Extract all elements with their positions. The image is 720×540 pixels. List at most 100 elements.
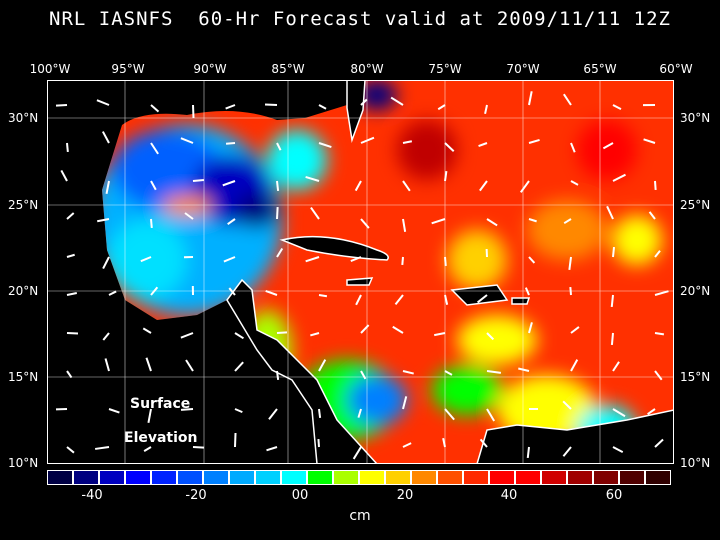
current-arrow — [519, 180, 530, 193]
current-arrow — [486, 408, 496, 422]
current-arrow — [108, 408, 120, 414]
current-arrow — [66, 370, 73, 379]
current-arrow — [444, 142, 455, 152]
current-arrow — [234, 332, 244, 340]
lat-label: 10°N — [680, 456, 711, 470]
current-arrow — [66, 446, 75, 454]
current-arrow — [479, 180, 488, 192]
colorbar-swatch — [152, 471, 178, 484]
current-arrow — [486, 218, 498, 227]
current-arrow — [354, 180, 362, 192]
current-arrow — [357, 408, 362, 418]
current-arrow — [305, 175, 320, 182]
current-arrow — [276, 206, 279, 220]
colorbar-swatch — [516, 471, 542, 484]
current-arrow — [145, 357, 152, 372]
current-arrow — [518, 367, 530, 372]
current-arrow — [276, 142, 282, 151]
current-arrow — [55, 104, 68, 107]
colorbar-tick: -20 — [185, 488, 207, 503]
current-arrow — [528, 138, 540, 144]
jamaica — [346, 277, 374, 286]
current-arrow — [654, 438, 664, 448]
lat-label: 30°N — [680, 111, 711, 125]
current-arrow — [402, 442, 412, 448]
current-arrow — [612, 446, 624, 454]
current-arrow — [643, 138, 656, 144]
current-arrow — [66, 253, 75, 258]
current-arrow — [318, 408, 322, 419]
colorbar-swatch — [464, 471, 490, 484]
current-arrow — [570, 326, 580, 334]
colorbar-swatch — [412, 471, 438, 484]
current-arrow — [360, 324, 370, 334]
current-arrow — [147, 408, 152, 423]
current-arrow — [360, 98, 368, 106]
current-arrow — [654, 290, 669, 296]
current-arrow — [225, 142, 236, 145]
colorbar-swatch — [568, 471, 594, 484]
current-arrow — [318, 359, 327, 372]
current-arrow — [234, 361, 244, 372]
colorbar-swatch — [334, 471, 360, 484]
colorbar-swatch — [646, 471, 670, 484]
current-arrow — [648, 211, 656, 220]
central-america — [226, 278, 379, 464]
current-arrow — [437, 104, 446, 111]
current-arrow — [401, 256, 404, 266]
coastlines — [226, 80, 674, 464]
current-arrow — [97, 218, 110, 223]
current-arrow — [570, 142, 576, 153]
lat-label: 15°N — [8, 370, 39, 384]
current-arrow — [317, 438, 320, 448]
map-label-elevation: Elevation — [124, 430, 198, 446]
current-arrow — [528, 218, 537, 223]
lat-label: 20°N — [680, 284, 711, 298]
lon-label: 80°W — [350, 62, 384, 76]
current-arrow — [610, 294, 614, 308]
current-arrow — [563, 93, 572, 106]
puerto-rico — [511, 297, 531, 305]
current-arrow — [612, 361, 620, 372]
colorbar-swatch — [230, 471, 256, 484]
current-arrow — [142, 327, 152, 334]
current-arrow — [150, 286, 159, 296]
current-arrow — [444, 256, 447, 267]
lon-label: 65°W — [583, 62, 617, 76]
current-arrow — [140, 256, 152, 263]
current-arrow — [150, 218, 153, 229]
current-arrow — [101, 131, 110, 144]
current-arrow — [402, 370, 414, 375]
current-arrow — [610, 332, 614, 346]
lat-label: 25°N — [8, 198, 39, 212]
current-arrow — [184, 212, 194, 220]
current-arrow — [444, 408, 455, 421]
current-arrow — [276, 247, 284, 258]
current-arrow — [223, 256, 236, 263]
current-arrow — [442, 437, 446, 448]
lat-label: 10°N — [8, 456, 39, 470]
current-arrow — [394, 294, 404, 305]
current-arrow — [60, 169, 68, 182]
colorbar-swatch — [620, 471, 646, 484]
current-arrow — [402, 180, 411, 192]
colorbar-swatch — [126, 471, 152, 484]
current-arrow — [612, 173, 626, 182]
current-arrow — [444, 294, 449, 305]
colorbar-swatch — [204, 471, 230, 484]
colorbar-swatch — [542, 471, 568, 484]
surface-elevation-map — [47, 80, 674, 464]
current-arrow — [185, 359, 194, 372]
current-arrow — [402, 218, 407, 232]
colorbar-tick: -40 — [81, 488, 103, 503]
current-arrow — [654, 250, 661, 258]
current-arrow — [104, 358, 110, 372]
map-frame — [47, 80, 674, 464]
current-arrow — [268, 408, 278, 420]
current-arrow — [360, 218, 370, 229]
current-arrow — [180, 408, 194, 411]
current-arrow — [486, 370, 502, 374]
current-arrow — [444, 170, 448, 182]
current-arrow — [562, 400, 572, 410]
current-arrow — [360, 370, 367, 380]
